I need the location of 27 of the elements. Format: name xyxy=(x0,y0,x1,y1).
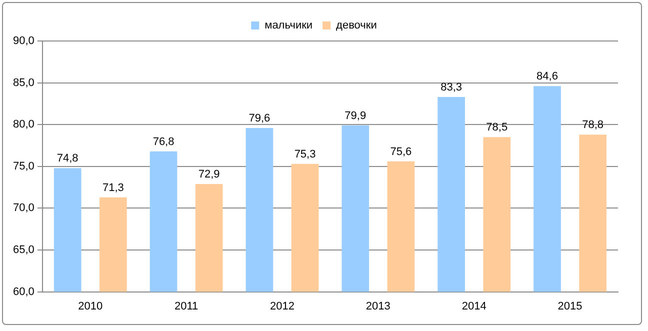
legend-label: девочки xyxy=(336,20,377,32)
x-tick-label: 2012 xyxy=(270,300,294,312)
x-tick-label: 2010 xyxy=(78,300,103,312)
data-label: 78,5 xyxy=(486,122,508,134)
legend-label: мальчики xyxy=(264,20,313,32)
data-label: 76,8 xyxy=(152,136,174,148)
data-label: 74,8 xyxy=(56,152,78,165)
data-label: 78,8 xyxy=(582,119,604,132)
y-tick-label: 80,0 xyxy=(12,118,34,131)
y-tick-label: 85,0 xyxy=(12,76,34,89)
x-tick-label: 2014 xyxy=(462,300,486,312)
y-tick-label: 60,0 xyxy=(12,286,34,298)
data-label: 83,3 xyxy=(440,82,462,94)
data-label: 84,6 xyxy=(536,70,558,83)
data-label: 72,9 xyxy=(198,168,220,180)
y-tick-label: 70,0 xyxy=(12,202,34,214)
y-tick-label: 90,0 xyxy=(12,35,34,48)
y-tick-label: 65,0 xyxy=(12,244,34,256)
data-label: 79,6 xyxy=(248,112,270,124)
data-label: 71,3 xyxy=(102,182,124,194)
x-tick-label: 2015 xyxy=(558,300,582,312)
data-label: 75,3 xyxy=(294,148,316,160)
data-label: 79,9 xyxy=(344,110,366,122)
data-label: 75,6 xyxy=(390,146,412,158)
y-tick-label: 75,0 xyxy=(12,160,34,172)
x-tick-label: 2011 xyxy=(174,300,198,312)
x-tick-label: 2013 xyxy=(366,300,390,312)
